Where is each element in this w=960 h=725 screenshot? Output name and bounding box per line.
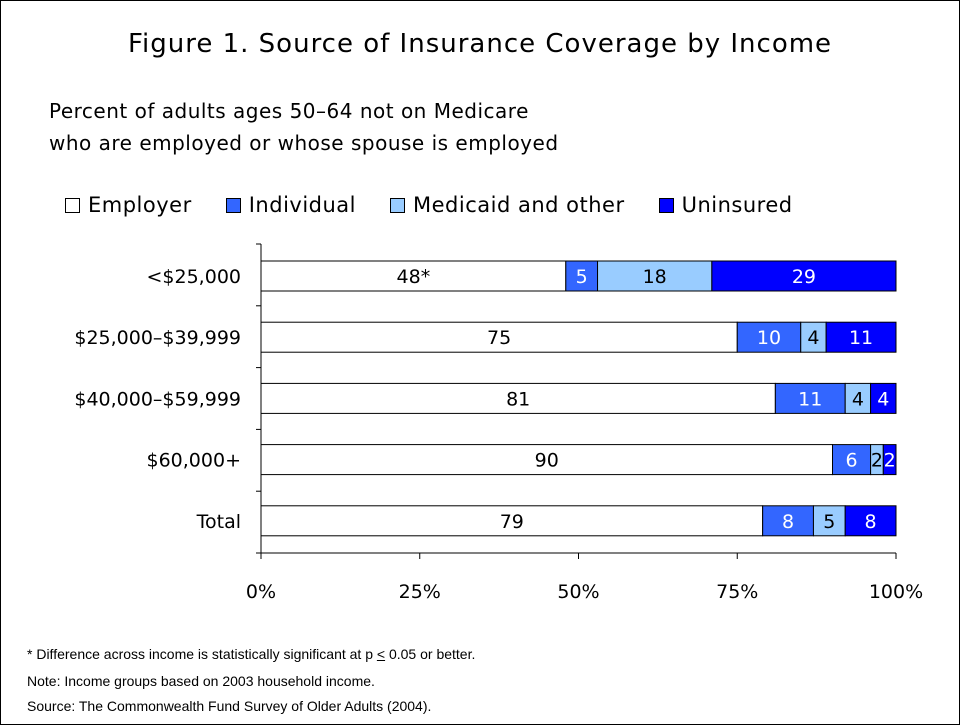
chart-title: Figure 1. Source of Insurance Coverage b…	[127, 29, 833, 59]
chart-subtitle-line-1: Percent of adults ages 50–64 not on Medi…	[49, 99, 529, 123]
legend-label-employer: Employer	[88, 193, 192, 217]
category-label: $25,000–$39,999	[74, 327, 241, 349]
category-label: <$25,000	[147, 266, 242, 288]
category-label: $60,000+	[147, 450, 242, 472]
category-label: $40,000–$59,999	[74, 388, 241, 410]
legend-swatch-individual	[225, 197, 241, 213]
data-label-uninsured: 2	[884, 450, 896, 472]
data-label-employer: 81	[506, 388, 530, 410]
bar-segment-uninsured	[844, 505, 897, 537]
bar-segment-individual	[832, 444, 872, 476]
data-label-medicaid-and-other: 18	[643, 266, 667, 288]
legend-item-medicaid-and-other: Medicaid and other	[390, 193, 625, 217]
bar-segment-medicaid-and-other	[844, 382, 872, 414]
legend-swatch-uninsured	[658, 197, 674, 213]
legend-item-individual: Individual	[225, 193, 357, 217]
bar-segment-uninsured	[882, 444, 897, 476]
bar-segment-medicaid-and-other	[812, 505, 846, 537]
stacked-bar-chart: 0% 25% 50% 75% 100% <$25,000 48* 5 18 29 $25,000–$…	[74, 243, 923, 603]
data-label-individual: 10	[757, 327, 781, 349]
legend-label-individual: Individual	[248, 193, 357, 217]
footnote-note: Note: Income groups based on 2003 househ…	[27, 673, 375, 689]
x-tick-label: 25%	[399, 581, 441, 603]
legend-swatch-medicaid-and-other	[390, 197, 406, 213]
bar-segment-individual	[774, 382, 846, 414]
data-label-employer: 75	[487, 327, 511, 349]
bar-segment-medicaid-and-other	[800, 321, 827, 353]
data-label-employer: 48*	[397, 266, 431, 288]
bar-segment-individual	[762, 505, 814, 537]
category-label: Total	[196, 511, 241, 533]
x-tick-label: 100%	[869, 581, 923, 603]
legend-swatch-employer	[65, 197, 80, 213]
data-label-individual: 5	[576, 266, 588, 288]
data-label-individual: 6	[846, 450, 858, 472]
bar-segment-employer	[260, 505, 764, 537]
footnote-significance-prefix: * Difference across income is statistica…	[27, 646, 377, 662]
data-label-medicaid-and-other: 4	[852, 388, 864, 410]
footnote-source: Source: The Commonwealth Fund Survey of …	[27, 698, 432, 714]
legend-item-employer: Employer	[65, 193, 192, 217]
data-label-employer: 79	[500, 511, 524, 533]
bar-segment-employer	[260, 444, 833, 476]
data-label-employer: 90	[535, 450, 559, 472]
data-label-uninsured: 4	[877, 388, 889, 410]
data-label-medicaid-and-other: 4	[807, 327, 819, 349]
data-label-uninsured: 11	[849, 327, 873, 349]
x-tick-label: 75%	[716, 581, 758, 603]
footnote-significance: * Difference across income is statistica…	[27, 646, 475, 662]
legend-item-uninsured: Uninsured	[658, 193, 793, 217]
legend-label-uninsured: Uninsured	[681, 193, 793, 217]
data-label-medicaid-and-other: 2	[871, 450, 883, 472]
bar-segment-uninsured	[825, 321, 897, 353]
bar-segment-uninsured	[711, 260, 897, 292]
footnote-significance-symbol: <	[376, 646, 386, 662]
data-label-individual: 11	[798, 388, 822, 410]
bar-segment-uninsured	[870, 382, 897, 414]
legend-label-medicaid-and-other: Medicaid and other	[413, 193, 625, 217]
chart-legend: Employer Individual Medicaid and other Unin…	[65, 190, 945, 220]
data-label-uninsured: 29	[792, 266, 816, 288]
x-tick-label: 50%	[557, 581, 599, 603]
chart-subtitle-line-2: who are employed or whose spouse is empl…	[49, 131, 559, 155]
data-label-individual: 8	[782, 511, 794, 533]
bar-segment-employer	[260, 321, 738, 353]
footnote-significance-suffix: 0.05 or better.	[385, 646, 476, 662]
bar-segment-individual	[565, 260, 599, 292]
x-tick-label: 0%	[246, 581, 276, 603]
data-label-uninsured: 8	[865, 511, 877, 533]
data-label-medicaid-and-other: 5	[823, 511, 835, 533]
